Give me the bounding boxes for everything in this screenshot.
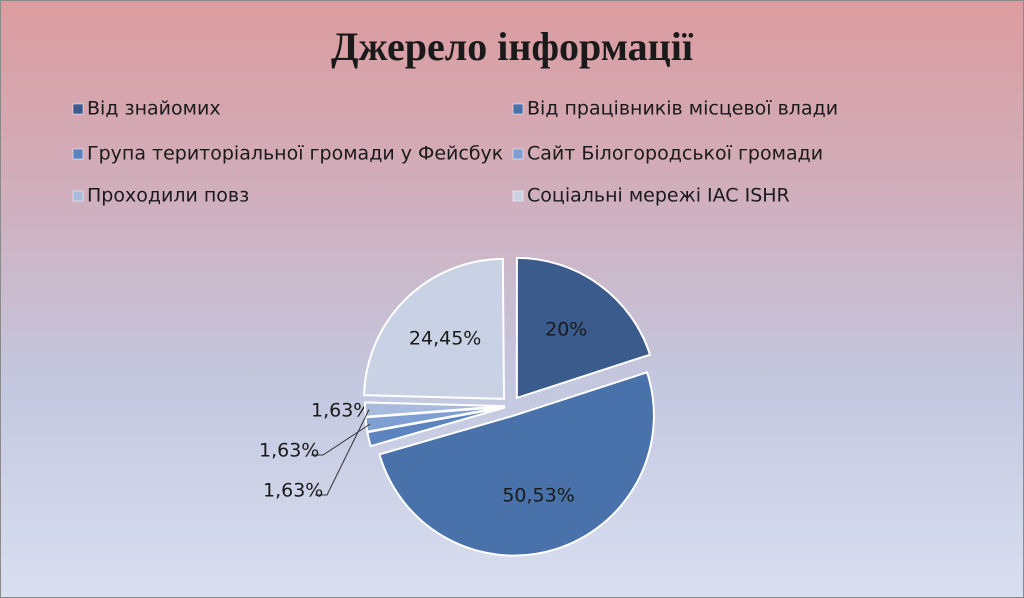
legend-swatch bbox=[72, 148, 84, 160]
leader-line bbox=[315, 409, 370, 496]
legend-swatch bbox=[512, 190, 524, 202]
data-label: 1,63% bbox=[263, 480, 323, 502]
chart-title: Джерело інформації bbox=[331, 24, 694, 69]
legend-label: Сайт Білогородської громади bbox=[527, 143, 823, 165]
pie-slice bbox=[378, 371, 655, 557]
data-label: 24,45% bbox=[409, 327, 481, 349]
legend-label: Від працівників місцевої влади bbox=[527, 98, 838, 120]
pie-slice bbox=[363, 257, 506, 400]
leader-line bbox=[311, 423, 371, 456]
legend-label: Проходили повз bbox=[87, 185, 249, 207]
data-label: 1,63% bbox=[311, 400, 371, 422]
legend-label: Група територіальної громади у Фейсбук bbox=[87, 143, 503, 165]
legend-swatch bbox=[72, 190, 84, 202]
data-label: 1,63% bbox=[259, 440, 319, 462]
data-label: 20% bbox=[545, 318, 587, 340]
legend-label: Соціальні мережі IAC ISHR bbox=[527, 185, 790, 207]
legend-swatch bbox=[512, 148, 524, 160]
legend-label: Від знайомих bbox=[87, 98, 221, 120]
legend-swatch bbox=[512, 103, 524, 115]
legend-swatch bbox=[72, 103, 84, 115]
pie-slice bbox=[515, 256, 652, 400]
data-label: 50,53% bbox=[502, 484, 574, 506]
